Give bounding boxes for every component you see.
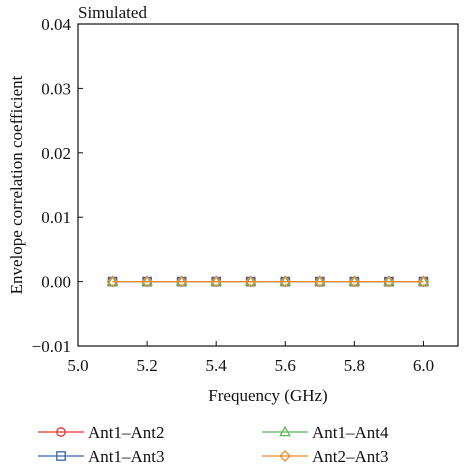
data-point bbox=[175, 275, 188, 286]
data-point bbox=[210, 275, 223, 288]
plot-frame bbox=[77, 23, 459, 347]
series-group bbox=[106, 275, 430, 286]
data-point bbox=[348, 275, 361, 288]
data-point bbox=[417, 275, 430, 288]
y-tick-label: 0.04 bbox=[41, 15, 71, 34]
data-point bbox=[383, 275, 395, 286]
y-tick-label: 0.02 bbox=[41, 144, 71, 163]
data-point bbox=[313, 275, 326, 286]
legend-marker bbox=[56, 451, 66, 461]
legend-item: Ant1–Ant2 bbox=[38, 423, 165, 442]
y-tick-label: −0.01 bbox=[32, 337, 71, 356]
data-point bbox=[382, 275, 395, 288]
x-tick-label: 6.0 bbox=[413, 356, 434, 375]
data-point bbox=[348, 275, 361, 286]
x-tick-label: 5.2 bbox=[136, 356, 157, 375]
legend-label: Ant1–Ant4 bbox=[312, 423, 389, 442]
legend-label: Ant1–Ant3 bbox=[88, 447, 165, 466]
legend: Ant1–Ant2 Ant1–Ant3 Ant1–Ant4 Ant2–Ant3 bbox=[38, 423, 389, 466]
y-axis: −0.01 0.00 0.01 0.02 0.03 0.04 bbox=[32, 15, 83, 356]
x-tick-label: 5.6 bbox=[275, 356, 296, 375]
legend-marker bbox=[279, 450, 291, 462]
series-layer bbox=[106, 275, 430, 288]
legend-item: Ant2–Ant3 bbox=[262, 447, 389, 466]
data-point bbox=[279, 275, 292, 288]
legend-item: Ant1–Ant4 bbox=[262, 423, 389, 442]
legend-item: Ant1–Ant3 bbox=[38, 447, 165, 466]
y-tick-label: 0.01 bbox=[41, 208, 71, 227]
x-tick-label: 5.8 bbox=[344, 356, 365, 375]
y-tick-label: 0.00 bbox=[41, 273, 71, 292]
data-point bbox=[175, 275, 188, 288]
data-point bbox=[141, 275, 153, 286]
legend-marker bbox=[56, 427, 66, 437]
x-axis: 5.0 5.2 5.4 5.6 5.8 6.0 bbox=[67, 341, 434, 375]
data-point bbox=[141, 275, 154, 288]
legend-marker bbox=[279, 425, 291, 437]
data-point bbox=[279, 275, 292, 286]
data-point bbox=[106, 275, 119, 286]
series-group bbox=[106, 275, 430, 288]
data-point bbox=[244, 275, 257, 286]
chart-title: Simulated bbox=[78, 3, 147, 22]
data-point bbox=[417, 275, 430, 286]
data-point bbox=[106, 275, 119, 288]
data-point bbox=[313, 275, 326, 288]
x-tick-label: 5.0 bbox=[67, 356, 88, 375]
legend-label: Ant1–Ant2 bbox=[88, 423, 165, 442]
data-point bbox=[210, 275, 223, 286]
data-point bbox=[244, 275, 257, 288]
x-tick-label: 5.4 bbox=[206, 356, 228, 375]
y-tick-label: 0.03 bbox=[41, 79, 71, 98]
x-axis-title: Frequency (GHz) bbox=[208, 386, 327, 405]
legend-label: Ant2–Ant3 bbox=[312, 447, 389, 466]
y-axis-title: Envelope correlation coefficient bbox=[7, 75, 26, 294]
